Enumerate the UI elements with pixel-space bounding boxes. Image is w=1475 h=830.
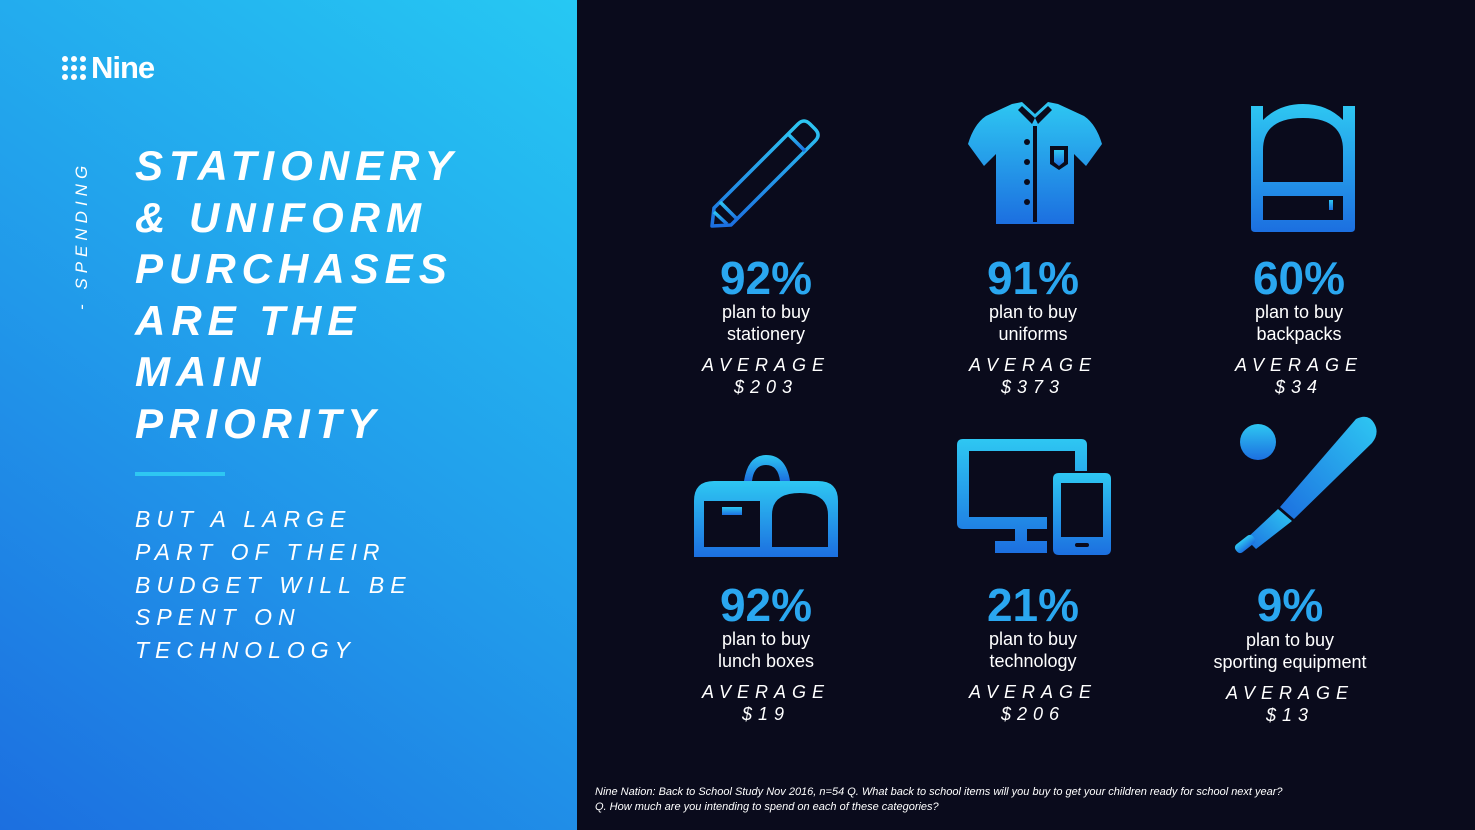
stat-desc-line: plan to buy [1254, 302, 1344, 322]
nine-logo: Nine [62, 50, 155, 85]
subhead: BUT A LARGE PART OF THEIR BUDGET WILL BE… [135, 503, 565, 667]
stat-desc-line: technology [989, 651, 1077, 671]
stat-desc: plan to buy sporting equipment [1170, 629, 1410, 673]
stat-average-value: $206 [1000, 704, 1066, 724]
stat-average-label: AVERAGE [1234, 355, 1364, 375]
headline: STATIONERY & UNIFORM PURCHASES ARE THE M… [135, 140, 565, 449]
stat-desc-line: uniforms [998, 324, 1068, 344]
stat-average-label: AVERAGE [1225, 683, 1355, 703]
stat-desc: plan to buy lunch boxes [646, 628, 886, 672]
pencil-icon [710, 119, 820, 228]
stat-average: AVERAGE $34 [1179, 354, 1419, 398]
stat-desc-line: stationery [726, 324, 806, 344]
footnote-line: Nine Nation: Back to School Study Nov 20… [595, 786, 1283, 798]
stat-desc: plan to buy technology [913, 628, 1153, 672]
stat-percent: 60% [1252, 252, 1346, 304]
stat-desc-line: plan to buy [1245, 630, 1335, 650]
backpack-icon [1251, 104, 1355, 232]
logo-dots-icon [62, 55, 86, 80]
left-panel: Nine - SPENDING STATIONERY & UNIFORM PUR… [0, 0, 577, 830]
headline-line: PURCHASES [135, 245, 453, 292]
stat-average: AVERAGE $373 [913, 354, 1153, 398]
stat-lunch-boxes: 92% plan to buy lunch boxes AVERAGE $19 [646, 420, 886, 740]
stat-average-value: $373 [1000, 377, 1066, 397]
subhead-line: PART OF THEIR [135, 538, 386, 565]
stat-average-value: $34 [1274, 377, 1324, 397]
footnote-line: Q. How much are you intending to spend o… [595, 801, 939, 813]
stat-average-label: AVERAGE [968, 355, 1098, 375]
stat-desc-line: plan to buy [988, 302, 1078, 322]
headline-line: ARE THE [135, 296, 362, 344]
stat-average-label: AVERAGE [701, 355, 831, 375]
stat-desc-line: plan to buy [721, 629, 811, 649]
stat-desc-line: plan to buy [988, 629, 1078, 649]
subhead-line: BUT A LARGE [135, 506, 352, 532]
subhead-line: TECHNOLOGY [135, 637, 357, 664]
stat-percent: 9% [1256, 579, 1324, 631]
stat-average: AVERAGE $206 [913, 681, 1153, 725]
devices-icon [957, 439, 1111, 555]
headline-line: & UNIFORM [135, 193, 427, 241]
stat-desc-line: lunch boxes [717, 651, 815, 671]
source-footnote: Nine Nation: Back to School Study Nov 20… [595, 785, 1465, 815]
stat-average: AVERAGE $19 [646, 681, 886, 725]
stat-uniforms: 91% plan to buy uniforms AVERAGE $373 [913, 0, 1153, 420]
stat-average-value: $203 [733, 377, 799, 397]
stat-desc-line: backpacks [1256, 324, 1342, 344]
headline-line: MAIN [135, 348, 267, 395]
section-label: - SPENDING [72, 160, 91, 310]
stat-desc: plan to buy backpacks [1179, 301, 1419, 345]
stat-percent: 92% [719, 579, 813, 631]
logo-text: Nine [91, 50, 155, 85]
divider [135, 472, 225, 476]
stat-desc: plan to buy stationery [646, 301, 886, 345]
subhead-line: SPENT ON [135, 604, 301, 631]
stat-percent: 91% [986, 252, 1080, 304]
stat-backpacks: 60% plan to buy backpacks AVERAGE $34 [1179, 0, 1419, 420]
stat-sporting-equipment: 9% plan to buy sporting equipment AVERAG… [1170, 416, 1410, 740]
subhead-line: BUDGET WILL BE [135, 571, 412, 598]
stat-stationery: 92% plan to buy stationery AVERAGE $203 [646, 0, 886, 420]
baseball-bat-icon [1234, 416, 1377, 554]
stat-desc-line: plan to buy [721, 302, 811, 322]
stat-average: AVERAGE $13 [1170, 682, 1410, 726]
stat-percent: 21% [986, 579, 1080, 631]
lunchbox-icon [694, 455, 838, 557]
stat-percent: 92% [719, 252, 813, 304]
stat-average-label: AVERAGE [701, 682, 831, 702]
stat-technology: 21% plan to buy technology AVERAGE $206 [913, 420, 1153, 740]
stat-average-value: $13 [1265, 705, 1315, 725]
stat-average-label: AVERAGE [968, 682, 1098, 702]
shirt-icon [968, 102, 1102, 224]
headline-line: PRIORITY [135, 399, 382, 447]
headline-line: STATIONERY [135, 142, 459, 189]
stat-average-value: $19 [741, 704, 791, 724]
stat-desc: plan to buy uniforms [913, 301, 1153, 345]
stat-average: AVERAGE $203 [646, 354, 886, 398]
stat-desc-line: sporting equipment [1213, 652, 1367, 672]
